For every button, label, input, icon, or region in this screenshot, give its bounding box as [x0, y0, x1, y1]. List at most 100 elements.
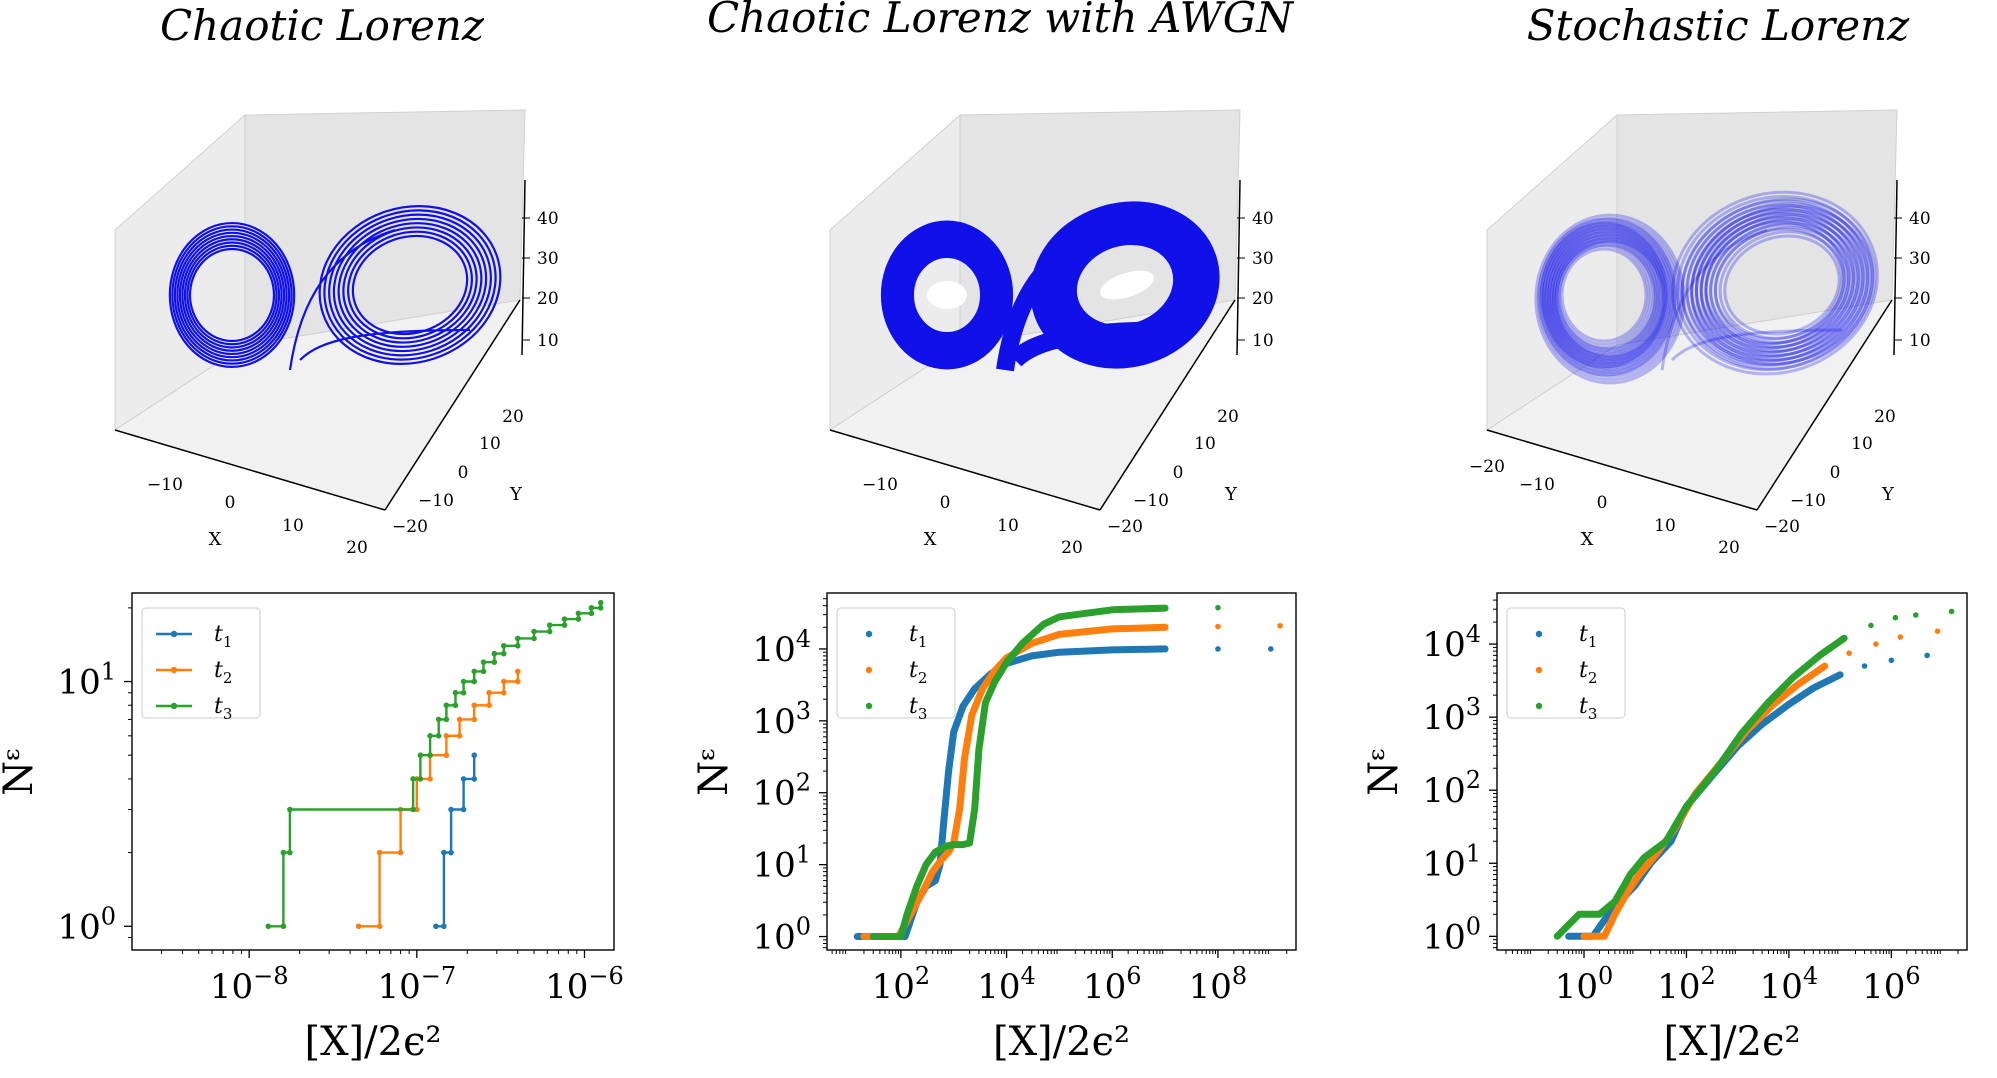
z-tick-label: 30	[537, 249, 559, 269]
y-tick-label: −20	[1764, 517, 1800, 537]
legend-marker-t3	[865, 702, 873, 710]
data-point-t3	[1612, 898, 1618, 905]
y-tick-label: −10	[418, 491, 454, 511]
trajectory-loop-left	[1552, 237, 1656, 353]
trajectory-loop-left	[181, 238, 283, 352]
data-point-t3	[923, 861, 929, 868]
x-tick-label: 20	[346, 538, 368, 558]
trajectory-tail	[299, 328, 471, 361]
y-tick-label: 101	[57, 658, 116, 703]
data-point-t3	[960, 841, 966, 848]
trajectory-tail	[1670, 328, 1843, 362]
data-point-t3	[452, 689, 459, 696]
data-point-t2	[514, 668, 521, 675]
trajectory-loop-left	[1549, 233, 1665, 361]
y-tick-label: 0	[1830, 463, 1841, 483]
data-point-t3	[427, 733, 433, 739]
data-point-t2	[945, 849, 952, 855]
y-axis-label: Nᵋ	[0, 747, 42, 796]
legend-marker-t2	[170, 666, 178, 674]
data-point-t2	[979, 685, 986, 692]
trajectory-loop-right	[1709, 223, 1848, 345]
data-point-t3	[1627, 871, 1634, 878]
x-tick-label: 0	[1597, 493, 1608, 513]
data-point-t3	[1738, 730, 1745, 737]
trajectory-loop-left	[1557, 244, 1651, 346]
data-point-t1	[971, 685, 978, 692]
z-axis-line	[1893, 179, 1898, 356]
y-tick-label: −20	[1107, 517, 1143, 537]
legend-box	[836, 607, 956, 719]
data-point-t3	[575, 610, 582, 617]
z-tick-label: 10	[1252, 331, 1274, 351]
data-point-t1	[1162, 646, 1168, 652]
data-point-t3	[1841, 635, 1847, 642]
z-axis-line	[521, 179, 526, 356]
y-tick-label: −20	[392, 517, 428, 537]
data-point-t3	[561, 616, 568, 622]
data-point-t3	[588, 605, 595, 611]
data-point-t3	[982, 699, 989, 706]
data-point-t1	[1924, 652, 1930, 659]
x-tick-label: 0	[225, 493, 236, 513]
data-point-t3	[1554, 933, 1561, 940]
data-point-t1	[1786, 701, 1792, 708]
trajectory-loop-right	[1694, 212, 1856, 355]
data-point-t3	[417, 776, 424, 782]
data-point-t3	[1816, 652, 1823, 659]
y-tick-label: 104	[752, 625, 811, 670]
data-point-t1	[1605, 911, 1612, 918]
data-point-t2	[1162, 624, 1168, 631]
trajectory-loop-left	[1534, 213, 1686, 385]
x-tick-label: 10	[1654, 516, 1676, 536]
z-tick-label: 20	[1909, 289, 1931, 309]
y-axis-label: Nᵋ	[691, 747, 737, 796]
trajectory-loop-right	[1680, 197, 1877, 371]
data-point-t3	[1868, 622, 1874, 629]
legend-label-t2: t2	[214, 658, 232, 687]
y-tick-label: −10	[1133, 491, 1169, 511]
trajectory-loop-right	[1685, 203, 1865, 363]
x-axis-line	[1486, 429, 1758, 511]
data-point-t2	[397, 849, 404, 856]
x-tick-label: 20	[1061, 538, 1083, 558]
data-point-t2	[919, 890, 925, 897]
trajectory-loop-right	[1699, 216, 1851, 350]
x-axis-line	[114, 429, 386, 511]
data-point-t2	[1873, 641, 1879, 647]
data-point-t2	[471, 702, 478, 709]
data-point-t1	[932, 877, 939, 884]
data-point-t3	[417, 752, 424, 759]
data-point-t3	[410, 806, 416, 813]
z-tick-label: 20	[537, 289, 559, 309]
legend-marker-t3	[1535, 702, 1543, 710]
data-point-t3	[1765, 699, 1772, 706]
data-point-t3	[1912, 612, 1919, 618]
trajectory-loop-left	[1554, 239, 1666, 359]
trajectory-loop-left	[1542, 224, 1672, 370]
legend-marker-t2	[1535, 666, 1543, 674]
z-tick-label: 20	[1252, 289, 1274, 309]
data-point-t2	[443, 752, 450, 759]
x-tick-label: 10	[282, 516, 304, 536]
x-axis-label: X	[1581, 529, 1594, 550]
data-point-t2	[471, 716, 478, 723]
trajectory-loop-left	[1547, 231, 1661, 359]
data-point-t2	[500, 678, 507, 685]
data-point-t3	[287, 806, 293, 813]
z-tick-label: 40	[1252, 209, 1274, 229]
x-axis-label: [X]/2ϵ²	[993, 1019, 1130, 1065]
data-point-t2	[961, 755, 968, 762]
data-point-t3	[992, 678, 998, 685]
trajectory-tail	[1008, 321, 1186, 367]
data-point-t1	[950, 729, 957, 735]
y-axis-line	[1756, 299, 1893, 511]
title-stochastic-lorenz: Stochastic Lorenz	[1527, 1, 1910, 50]
trajectory-loop-left	[1541, 223, 1679, 375]
data-point-t3	[460, 689, 467, 696]
data-point-t2	[1636, 871, 1643, 878]
data-point-t3	[1663, 838, 1669, 845]
title-chaotic-lorenz-awgn: Chaotic Lorenz with AWGN	[707, 0, 1294, 42]
trajectory-loop-left	[168, 221, 296, 369]
